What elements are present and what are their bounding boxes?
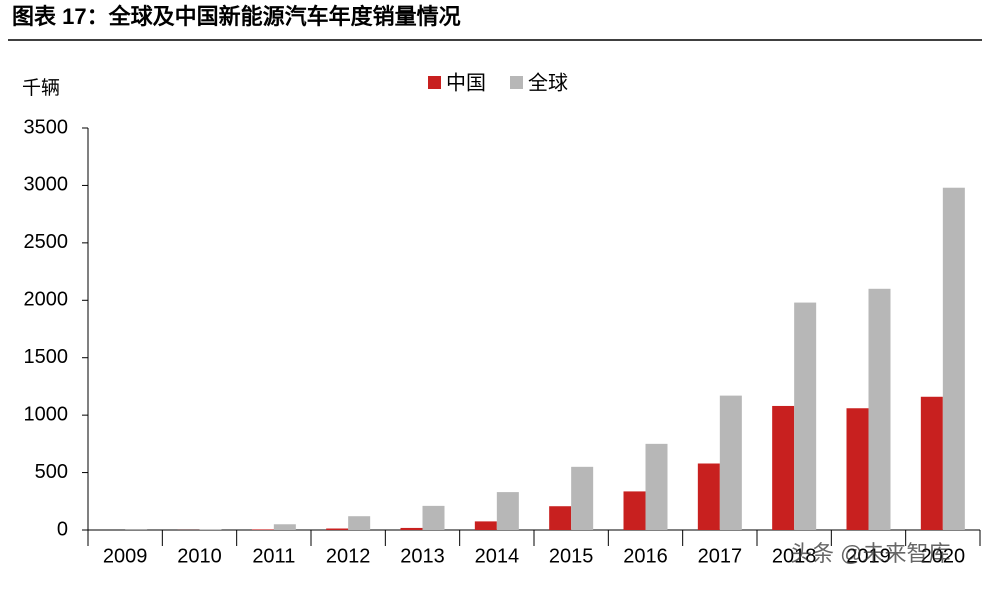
bar <box>571 467 593 530</box>
x-tick-label: 2012 <box>326 545 371 567</box>
bar <box>772 406 794 530</box>
y-tick-label: 0 <box>57 518 68 540</box>
bar <box>497 492 519 530</box>
bar <box>943 188 965 530</box>
x-tick-label: 2017 <box>698 545 743 567</box>
x-tick-label: 2011 <box>252 545 295 567</box>
bar <box>869 289 891 530</box>
x-tick-label: 2013 <box>400 545 445 567</box>
legend-label: 中国 <box>446 71 486 94</box>
bar <box>348 516 370 530</box>
bar <box>423 506 445 530</box>
bar <box>475 521 497 530</box>
bar <box>549 506 571 530</box>
x-tick-label: 2015 <box>549 545 594 567</box>
legend-swatch <box>510 76 523 89</box>
bar <box>698 463 720 530</box>
bar <box>200 529 222 530</box>
bar <box>720 396 742 530</box>
y-axis-label: 千辆 <box>22 77 60 99</box>
y-tick-label: 2500 <box>24 231 69 253</box>
y-tick-label: 500 <box>35 461 68 483</box>
bar <box>921 397 943 530</box>
y-tick-label: 3500 <box>24 116 69 138</box>
legend-label: 全球 <box>528 71 568 94</box>
x-tick-label: 2014 <box>475 545 520 567</box>
watermark: 头条 @未来智库 <box>790 541 950 566</box>
y-tick-label: 1000 <box>24 403 69 425</box>
x-tick-label: 2010 <box>177 545 222 567</box>
bar <box>646 444 668 530</box>
bar <box>847 408 869 530</box>
y-tick-label: 2000 <box>24 289 69 311</box>
bar <box>252 529 274 530</box>
chart-title: 图表 17：全球及中国新能源汽车年度销量情况 <box>12 4 461 29</box>
x-tick-label: 2009 <box>103 545 148 567</box>
bar <box>401 528 423 530</box>
x-tick-label: 2016 <box>623 545 668 567</box>
bar <box>326 529 348 530</box>
bar <box>624 491 646 530</box>
y-tick-label: 3000 <box>24 174 69 196</box>
y-tick-label: 1500 <box>24 346 69 368</box>
legend-swatch <box>428 76 441 89</box>
bar <box>794 303 816 530</box>
bar <box>274 524 296 530</box>
